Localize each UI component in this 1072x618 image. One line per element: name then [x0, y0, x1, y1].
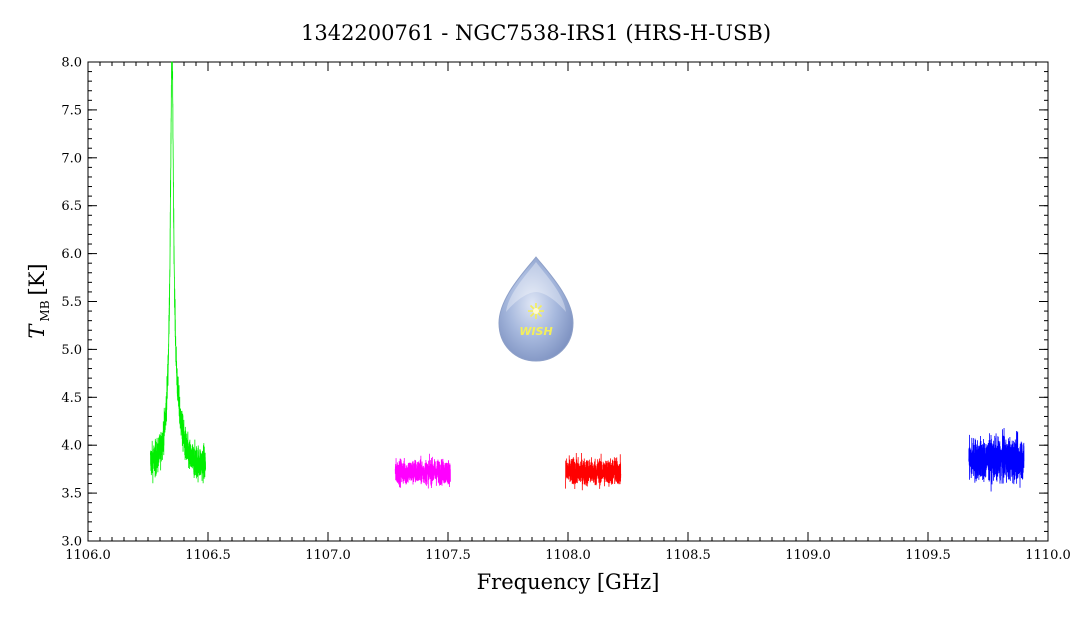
spectrum-series-3 — [565, 452, 622, 491]
y-tick-label: 3.5 — [61, 487, 82, 502]
y-tick-label: 8.0 — [61, 56, 82, 71]
svg-text:TMB[K]: T MB [K] — [25, 263, 52, 338]
y-tick-label: 7.0 — [61, 151, 82, 166]
x-tick-label: 1109.5 — [905, 548, 951, 563]
x-tick-label: 1109.0 — [785, 548, 831, 563]
x-tick-label: 1108.0 — [545, 548, 591, 563]
y-tick-label: 3.0 — [61, 535, 82, 550]
y-tick-label: 6.5 — [61, 199, 82, 214]
y-axis: 3.0 3.5 4.0 4.5 5.0 5.5 6.0 6.5 7.0 7.5 8.0 — [61, 56, 1048, 550]
y-tick-label: 4.0 — [61, 439, 82, 454]
x-tick-label: 1110.0 — [1025, 548, 1071, 563]
y-tick-label: 5.5 — [61, 295, 82, 310]
x-axis-title: Frequency [GHz] — [477, 570, 660, 594]
logo-text: WISH — [519, 325, 552, 338]
y-tick-label: 6.0 — [61, 247, 82, 262]
y-axis-title-symbol: T — [25, 323, 49, 339]
y-axis-title-subscript: MB — [38, 300, 52, 321]
y-axis-title-unit: [K] — [25, 263, 49, 295]
x-tick-label: 1106.5 — [185, 548, 231, 563]
x-tick-label: 1107.0 — [305, 548, 351, 563]
y-tick-label: 4.5 — [61, 391, 82, 406]
y-axis-title: T MB [K] — [25, 263, 52, 338]
x-tick-label: 1108.5 — [665, 548, 711, 563]
y-tick-label: 5.0 — [61, 343, 82, 358]
y-tick-label: 7.5 — [61, 103, 82, 118]
spectrum-series-1 — [150, 61, 206, 484]
chart-title: 1342200761 - NGC7538-IRS1 (HRS-H-USB) — [301, 21, 771, 45]
spectra — [150, 61, 1025, 492]
x-tick-label: 1106.0 — [65, 548, 111, 563]
water-drop-logo: WISH — [498, 256, 574, 362]
x-tick-label: 1107.5 — [425, 548, 471, 563]
spectrum-series-2 — [394, 453, 451, 489]
spectrum-series-4 — [968, 428, 1025, 492]
x-axis: 1106.0 1106.5 1107.0 1107.5 1108.0 1108.5 1109… — [65, 62, 1071, 563]
